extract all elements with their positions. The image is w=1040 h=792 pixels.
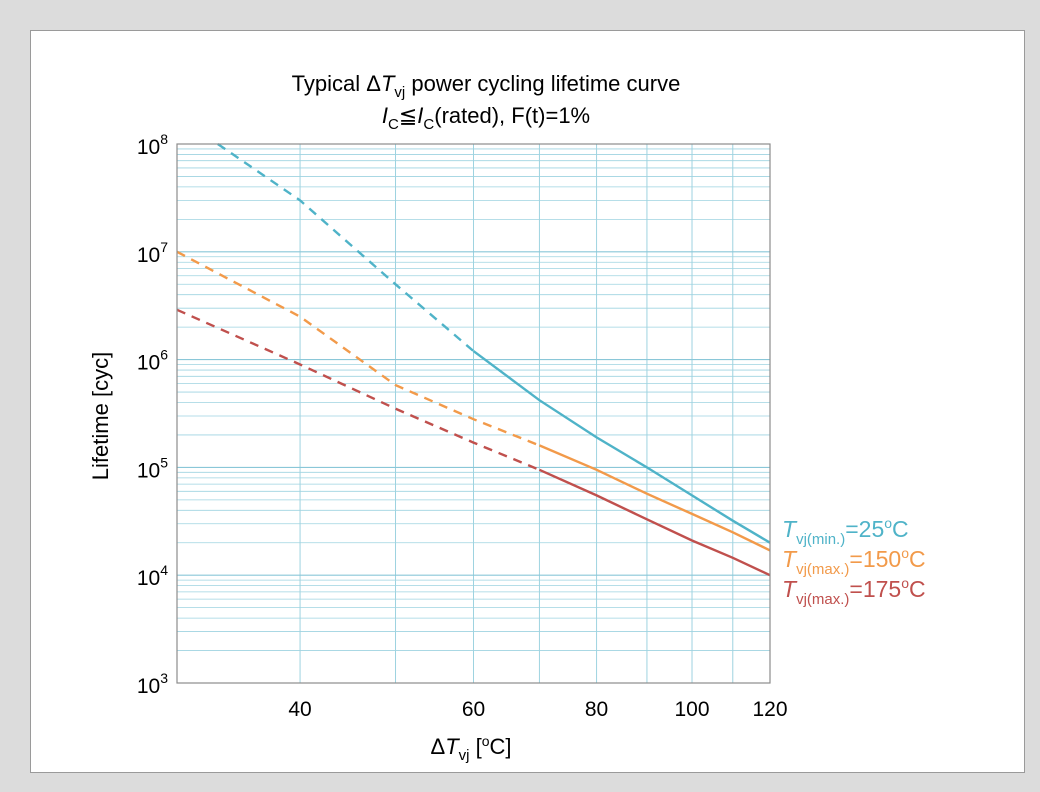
series-label-T: T [782, 546, 798, 572]
y-tick-base: 10 [137, 567, 160, 590]
series-1-solid-line [538, 444, 771, 552]
y-tick-label: 108 [137, 131, 168, 159]
series-labels: Tvj(min.)=25oCTvj(max.)=150oCTvj(max.)=1… [782, 515, 926, 608]
chart-title-line2: IC≦IC(rated), F(t)=1% [382, 103, 590, 133]
y-tick-exponent: 5 [160, 454, 168, 470]
title-prefix: Typical Δ [292, 71, 382, 96]
x-tick-label: 40 [288, 698, 311, 721]
y-tick-base: 10 [137, 352, 160, 375]
xlabel-unit-superscript: o [482, 733, 490, 749]
y-tick-exponent: 6 [160, 347, 168, 363]
series-label-subscript: vj(min.) [796, 531, 845, 548]
y-tick-label: 105 [137, 454, 168, 482]
series-0-solid-line [472, 350, 771, 544]
title-T: T [381, 71, 396, 96]
series-label-1: Tvj(max.)=150oC [782, 545, 926, 578]
chart-frame: 40 60 80 100 120 103 104 105 106 107 108 Tvj(min.… [30, 30, 1025, 773]
series-label-value: =175 [849, 576, 901, 602]
series-label-T: T [782, 576, 798, 602]
series-label-subscript: vj(max.) [796, 591, 849, 608]
series-label-subscript: vj(max.) [796, 561, 849, 578]
x-tick-label: 60 [462, 698, 485, 721]
series-label-unit: C [909, 576, 926, 602]
y-tick-label: 106 [137, 347, 168, 375]
minor-gridlines-x [299, 144, 734, 683]
title-suffix: power cycling lifetime curve [405, 71, 680, 96]
series-label-superscript: o [901, 575, 909, 591]
xlabel-T: T [445, 734, 460, 759]
series-label-unit: C [909, 546, 926, 572]
x-tick-label: 100 [674, 698, 709, 721]
title2-suffix: (rated), F(t)=1% [434, 103, 590, 128]
series-1-dashed-line [176, 250, 540, 447]
y-tick-label: 104 [137, 562, 168, 590]
y-tick-exponent: 3 [160, 670, 168, 686]
y-tick-base: 10 [137, 244, 160, 267]
series-label-value: =25 [845, 516, 884, 542]
xlabel-unit-close: C] [490, 734, 512, 759]
y-tick-exponent: 4 [160, 562, 168, 578]
x-tick-label: 80 [585, 698, 608, 721]
y-tick-base: 10 [137, 675, 160, 698]
x-tick-labels: 40 60 80 100 120 [288, 698, 787, 721]
title2-I-rated: I [417, 103, 423, 128]
title-T-subscript: vj [394, 84, 405, 101]
y-tick-exponent: 7 [160, 239, 168, 255]
series-label-unit: C [892, 516, 909, 542]
series-label-0: Tvj(min.)=25oC [782, 515, 909, 548]
series-layer [176, 143, 771, 577]
title2-I-subscript: C [388, 116, 399, 133]
plot-border [176, 143, 771, 684]
series-2-dashed-line [176, 308, 540, 471]
y-tick-exponent: 8 [160, 131, 168, 147]
x-tick-label: 120 [752, 698, 787, 721]
x-axis-label: ΔTvj [oC] [430, 733, 511, 764]
chart-title-line1: Typical ΔTvj power cycling lifetime curv… [292, 71, 681, 101]
series-label-superscript: o [884, 515, 892, 531]
y-tick-label: 107 [137, 239, 168, 267]
title2-symbol: ≦ [399, 103, 417, 128]
y-tick-label: 103 [137, 670, 168, 698]
xlabel-delta: Δ [430, 734, 445, 759]
y-axis-label: Lifetime [cyc] [88, 352, 113, 480]
xlabel-T-subscript: vj [459, 747, 470, 764]
y-tick-base: 10 [137, 136, 160, 159]
title2-I-rated-subscript: C [423, 116, 434, 133]
series-label-2: Tvj(max.)=175oC [782, 575, 926, 608]
series-2-solid-line [538, 468, 771, 577]
y-tick-base: 10 [137, 459, 160, 482]
xlabel-unit-open: [ [469, 734, 481, 759]
series-label-value: =150 [849, 546, 901, 572]
title2-I: I [382, 103, 388, 128]
series-0-dashed-line [217, 143, 475, 353]
series-label-superscript: o [901, 545, 909, 561]
series-label-T: T [782, 516, 798, 542]
